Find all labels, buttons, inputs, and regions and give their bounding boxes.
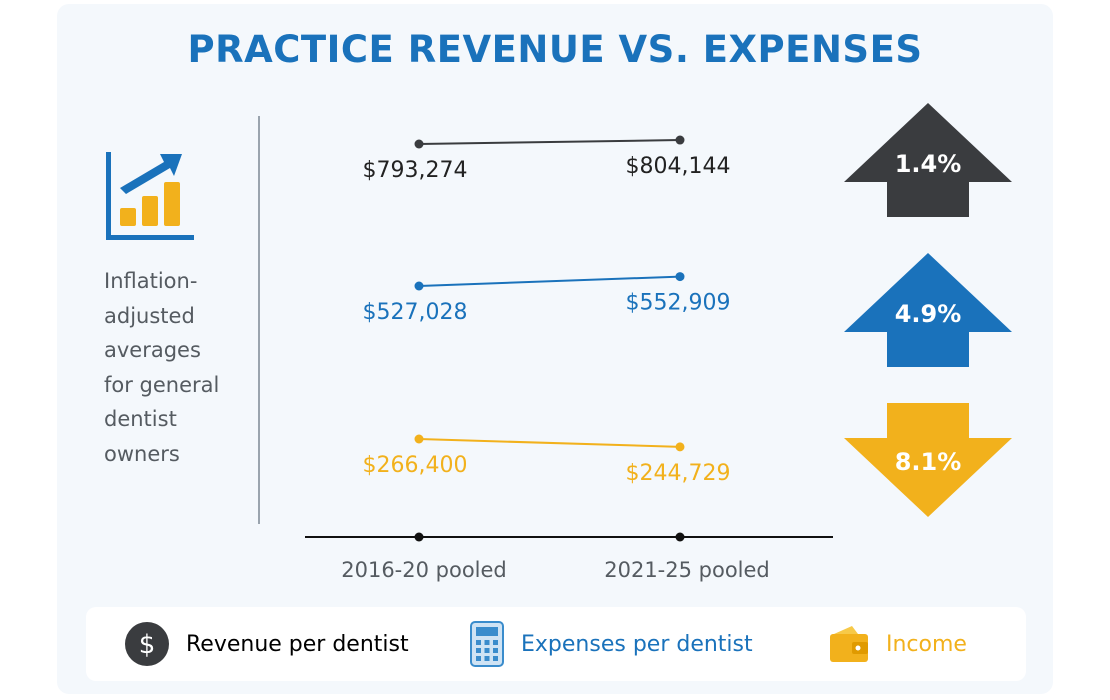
change-label: 8.1% bbox=[895, 448, 962, 476]
description-line: for general bbox=[104, 372, 220, 397]
data-point bbox=[675, 135, 685, 145]
data-label: $804,144 bbox=[626, 154, 731, 179]
wallet-icon bbox=[830, 626, 868, 662]
data-point bbox=[414, 139, 424, 149]
legend: $ Revenue per dentist Expenses per denti… bbox=[86, 607, 1026, 681]
data-label: $793,274 bbox=[363, 158, 468, 183]
description-line: adjusted bbox=[104, 303, 195, 328]
description-line: averages bbox=[104, 338, 201, 362]
axis-tick bbox=[675, 532, 685, 542]
series-line bbox=[418, 438, 681, 448]
description-line: dentist bbox=[104, 407, 177, 431]
description-line: owners bbox=[104, 441, 180, 466]
data-point bbox=[414, 281, 424, 291]
data-point bbox=[675, 272, 685, 282]
data-label: $244,729 bbox=[626, 461, 731, 486]
data-point bbox=[675, 442, 685, 452]
change-arrow bbox=[844, 253, 1012, 367]
data-label: $552,909 bbox=[626, 291, 731, 316]
change-arrow bbox=[844, 103, 1012, 217]
series-line bbox=[418, 275, 681, 287]
data-label: $266,400 bbox=[363, 453, 468, 478]
vertical-divider bbox=[258, 116, 260, 524]
description-line: Inflation- bbox=[104, 269, 198, 293]
legend-label-income: Income bbox=[886, 631, 967, 657]
dollar-coin-icon: $ bbox=[125, 622, 169, 666]
page-title: PRACTICE REVENUE VS. EXPENSES bbox=[187, 28, 923, 71]
legend-item-expenses: Expenses per dentist bbox=[469, 607, 753, 681]
legend-item-revenue: $ Revenue per dentist bbox=[124, 607, 409, 681]
data-label: $527,028 bbox=[363, 300, 468, 325]
bar-chart-trend-icon bbox=[106, 152, 194, 240]
calculator-icon bbox=[470, 621, 504, 667]
x-tick-label: 2016-20 pooled bbox=[341, 558, 507, 582]
change-label: 1.4% bbox=[895, 150, 962, 178]
svg-text:$: $ bbox=[139, 630, 156, 660]
legend-label-revenue: Revenue per dentist bbox=[186, 631, 409, 657]
legend-item-income: Income bbox=[828, 607, 967, 681]
change-arrow bbox=[844, 403, 1012, 517]
series-line bbox=[418, 139, 681, 145]
description: Inflation- adjusted averages for general… bbox=[104, 264, 244, 471]
change-label: 4.9% bbox=[895, 300, 962, 328]
legend-label-expenses: Expenses per dentist bbox=[521, 631, 753, 657]
x-tick-label: 2021-25 pooled bbox=[604, 558, 770, 582]
axis-tick bbox=[414, 532, 424, 542]
data-point bbox=[414, 434, 424, 444]
